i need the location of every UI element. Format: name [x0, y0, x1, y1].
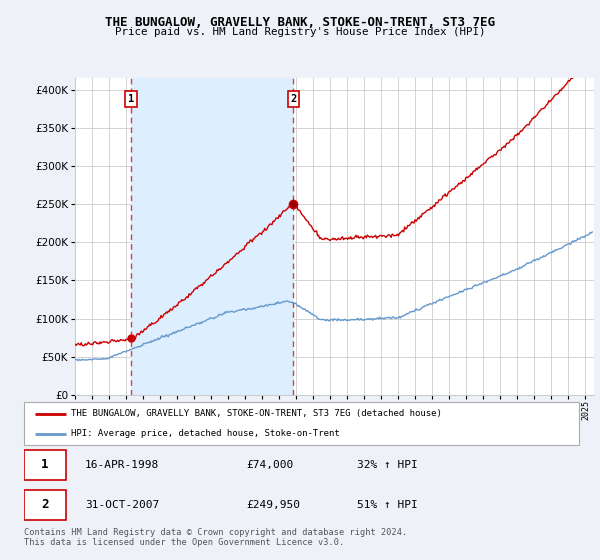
- Text: 31-OCT-2007: 31-OCT-2007: [85, 500, 160, 510]
- Text: HPI: Average price, detached house, Stoke-on-Trent: HPI: Average price, detached house, Stok…: [71, 429, 340, 438]
- FancyBboxPatch shape: [24, 489, 65, 520]
- Text: THE BUNGALOW, GRAVELLY BANK, STOKE-ON-TRENT, ST3 7EG: THE BUNGALOW, GRAVELLY BANK, STOKE-ON-TR…: [105, 16, 495, 29]
- Text: 16-APR-1998: 16-APR-1998: [85, 460, 160, 470]
- Text: £74,000: £74,000: [246, 460, 293, 470]
- Text: Price paid vs. HM Land Registry's House Price Index (HPI): Price paid vs. HM Land Registry's House …: [115, 27, 485, 37]
- Text: 32% ↑ HPI: 32% ↑ HPI: [357, 460, 418, 470]
- FancyBboxPatch shape: [24, 450, 65, 480]
- Bar: [131, 78, 293, 395]
- Text: 2: 2: [290, 94, 296, 104]
- FancyBboxPatch shape: [24, 402, 579, 445]
- Text: Contains HM Land Registry data © Crown copyright and database right 2024.
This d: Contains HM Land Registry data © Crown c…: [24, 528, 407, 547]
- Text: 2: 2: [41, 498, 48, 511]
- Text: £249,950: £249,950: [246, 500, 300, 510]
- Text: THE BUNGALOW, GRAVELLY BANK, STOKE-ON-TRENT, ST3 7EG (detached house): THE BUNGALOW, GRAVELLY BANK, STOKE-ON-TR…: [71, 409, 442, 418]
- Text: 51% ↑ HPI: 51% ↑ HPI: [357, 500, 418, 510]
- Text: 1: 1: [128, 94, 134, 104]
- Text: 1: 1: [41, 458, 48, 471]
